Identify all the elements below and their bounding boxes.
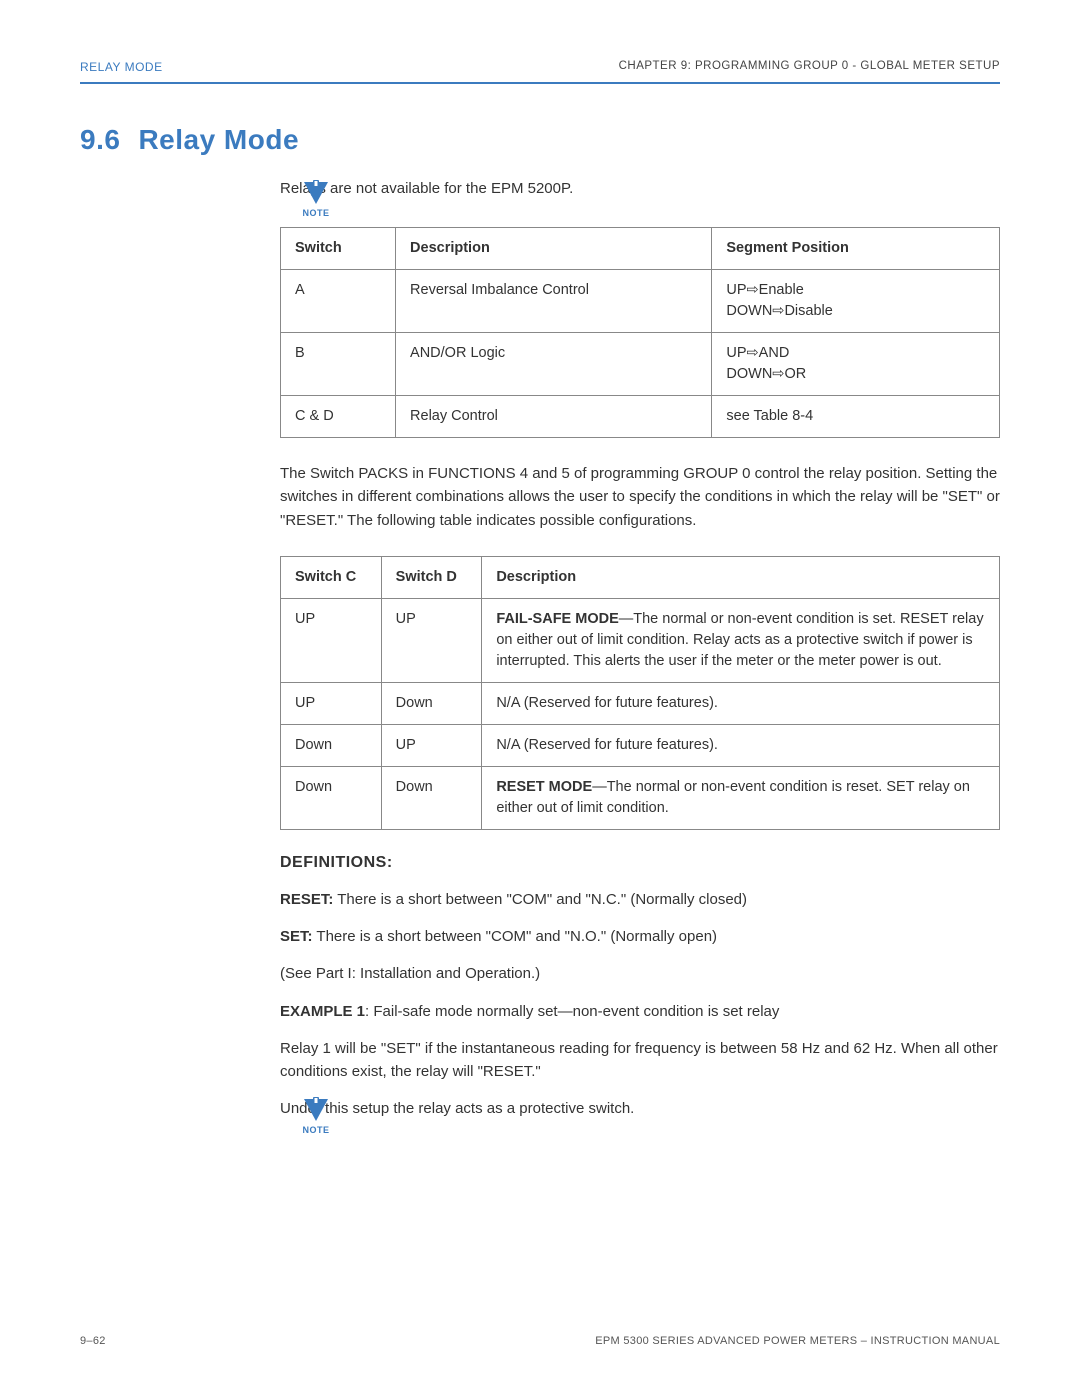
header-right: CHAPTER 9: PROGRAMMING GROUP 0 - GLOBAL … xyxy=(619,60,1000,74)
footer-right: EPM 5300 SERIES ADVANCED POWER METERS – … xyxy=(595,1335,1000,1347)
table-row: UPUPFAIL-SAFE MODE—The normal or non-eve… xyxy=(281,598,1000,682)
table-cell: C & D xyxy=(281,396,396,438)
paragraph-2: Relay 1 will be "SET" if the instantaneo… xyxy=(280,1037,1000,1084)
table-cell: N/A (Reserved for future features). xyxy=(482,682,1000,724)
switch-cd-table: Switch CSwitch DDescriptionUPUPFAIL-SAFE… xyxy=(280,556,1000,830)
note-icon: NOTE xyxy=(300,180,332,218)
table-row: DownDownRESET MODE—The normal or non-eve… xyxy=(281,766,1000,829)
table-cell: UP xyxy=(381,598,482,682)
table-row: BAND/OR LogicUP⇨ANDDOWN⇨OR xyxy=(281,333,1000,396)
page-header: RELAY MODE CHAPTER 9: PROGRAMMING GROUP … xyxy=(80,60,1000,74)
note-icon: NOTE xyxy=(300,1097,332,1135)
table-cell: see Table 8-4 xyxy=(712,396,1000,438)
switch-table: SwitchDescriptionSegment PositionARevers… xyxy=(280,227,1000,438)
table-cell: Down xyxy=(281,766,382,829)
table-header: Switch D xyxy=(381,556,482,598)
table-header: Segment Position xyxy=(712,228,1000,270)
table-cell: B xyxy=(281,333,396,396)
table-header: Description xyxy=(482,556,1000,598)
paragraph-1: The Switch PACKS in FUNCTIONS 4 and 5 of… xyxy=(280,462,1000,532)
content-block: Under this setup the relay acts as a pro… xyxy=(280,1097,1000,1120)
note-block-1: NOTE Relays are not available for the EP… xyxy=(80,180,1000,1083)
table-row: AReversal Imbalance ControlUP⇨EnableDOWN… xyxy=(281,270,1000,333)
note-label: NOTE xyxy=(302,208,329,218)
definitions-heading: DEFINITIONS: xyxy=(280,854,1000,872)
table-cell: N/A (Reserved for future features). xyxy=(482,724,1000,766)
table-cell: UP xyxy=(381,724,482,766)
table-header: Switch xyxy=(281,228,396,270)
page: RELAY MODE CHAPTER 9: PROGRAMMING GROUP … xyxy=(0,0,1080,1397)
table-row: DownUPN/A (Reserved for future features)… xyxy=(281,724,1000,766)
note-label: NOTE xyxy=(302,1125,329,1135)
page-footer: 9–62 EPM 5300 SERIES ADVANCED POWER METE… xyxy=(80,1335,1000,1347)
definition-line: EXAMPLE 1: Fail-safe mode normally set—n… xyxy=(280,1000,1000,1023)
table-cell: FAIL-SAFE MODE—The normal or non-event c… xyxy=(482,598,1000,682)
content-block: Relays are not available for the EPM 520… xyxy=(280,180,1000,1083)
table-cell: UP xyxy=(281,682,382,724)
intro-text: Relays are not available for the EPM 520… xyxy=(280,180,1000,197)
table-cell: Down xyxy=(381,682,482,724)
table-cell: UP xyxy=(281,598,382,682)
definition-line: SET: There is a short between "COM" and … xyxy=(280,925,1000,948)
table-cell: UP⇨EnableDOWN⇨Disable xyxy=(712,270,1000,333)
table-cell: Reversal Imbalance Control xyxy=(396,270,712,333)
table-cell: UP⇨ANDDOWN⇨OR xyxy=(712,333,1000,396)
section-number: 9.6 xyxy=(80,124,120,155)
note-block-2: NOTE Under this setup the relay acts as … xyxy=(80,1097,1000,1120)
table-cell: AND/OR Logic xyxy=(396,333,712,396)
table-row: C & DRelay Controlsee Table 8-4 xyxy=(281,396,1000,438)
table-cell: Down xyxy=(381,766,482,829)
definition-line: RESET: There is a short between "COM" an… xyxy=(280,888,1000,911)
footer-left: 9–62 xyxy=(80,1335,106,1347)
definitions-list: RESET: There is a short between "COM" an… xyxy=(280,888,1000,1023)
header-rule xyxy=(80,82,1000,84)
table-cell: Relay Control xyxy=(396,396,712,438)
header-left: RELAY MODE xyxy=(80,60,163,74)
section-title-text: Relay Mode xyxy=(138,124,299,155)
table-cell: Down xyxy=(281,724,382,766)
table-cell: RESET MODE—The normal or non-event condi… xyxy=(482,766,1000,829)
table-cell: A xyxy=(281,270,396,333)
paragraph-3: Under this setup the relay acts as a pro… xyxy=(280,1097,1000,1120)
table-header: Switch C xyxy=(281,556,382,598)
table-row: UPDownN/A (Reserved for future features)… xyxy=(281,682,1000,724)
table-header: Description xyxy=(396,228,712,270)
section-heading: 9.6 Relay Mode xyxy=(80,124,1000,156)
definition-line: (See Part I: Installation and Operation.… xyxy=(280,962,1000,985)
